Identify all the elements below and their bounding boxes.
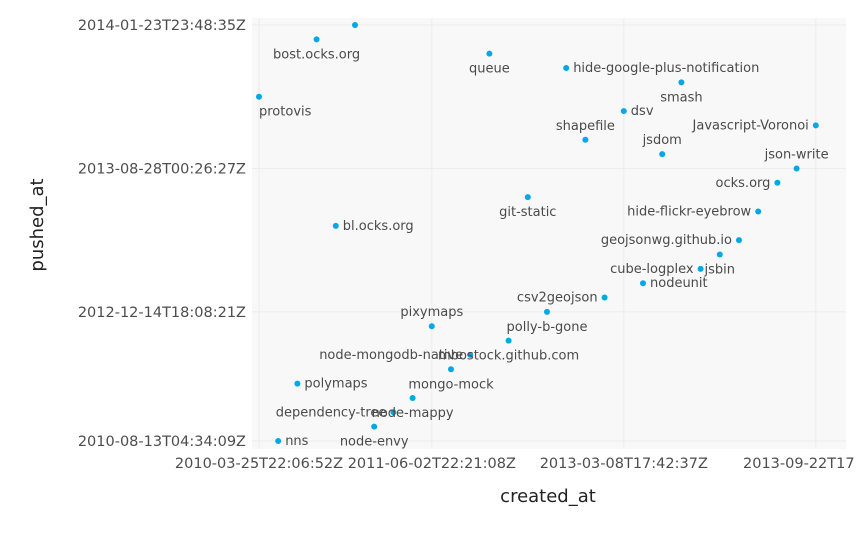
x-tick-label: 2011-06-02T22:21:08Z bbox=[348, 456, 516, 472]
point-label: nns bbox=[285, 434, 308, 449]
point-label: mongo-mock bbox=[408, 377, 494, 392]
data-point[interactable] bbox=[371, 423, 378, 430]
data-point[interactable] bbox=[409, 394, 416, 401]
data-point[interactable] bbox=[812, 122, 819, 129]
data-point[interactable] bbox=[659, 151, 666, 158]
point-label: jsdom bbox=[642, 133, 682, 148]
data-point[interactable] bbox=[544, 308, 550, 315]
point-label: node-envy bbox=[340, 435, 409, 450]
point-label: bl.ocks.org bbox=[343, 219, 414, 234]
point-label: polly-b-gone bbox=[507, 320, 588, 335]
point-label: queue bbox=[469, 62, 510, 77]
data-point[interactable] bbox=[697, 265, 704, 272]
points: protovis nns polymaps bost.ocks.org bl.ocks.… bbox=[256, 21, 829, 450]
data-point[interactable] bbox=[563, 65, 570, 72]
point-label: dependency-tree bbox=[276, 405, 387, 420]
point-label: geojsonwg.github.io bbox=[601, 233, 732, 248]
x-tick-label: 2013-09-22T17 bbox=[743, 456, 855, 472]
point-label: protovis bbox=[259, 105, 312, 120]
y-tick-label: 2013-08-28T00:26:27Z bbox=[78, 161, 246, 177]
data-point[interactable] bbox=[640, 280, 646, 287]
point-label: bost.ocks.org bbox=[273, 47, 360, 62]
data-point[interactable] bbox=[736, 237, 742, 244]
data-point[interactable] bbox=[313, 36, 320, 43]
point-label: cube-logplex bbox=[610, 262, 694, 277]
x-tick-labels: 2010-03-25T22:06:52Z 2011-06-02T22:21:08Z… bbox=[175, 456, 855, 472]
point-label: jsbin bbox=[704, 263, 736, 278]
data-point[interactable] bbox=[428, 323, 435, 330]
point-label: git-static bbox=[499, 205, 556, 220]
point-label: shapefile bbox=[556, 119, 615, 134]
data-point[interactable] bbox=[486, 50, 493, 57]
y-tick-label: 2010-08-13T04:34:09Z bbox=[78, 434, 246, 450]
point-label: mbostock.github.com bbox=[438, 349, 579, 364]
y-tick-label: 2012-12-14T18:08:21Z bbox=[78, 305, 246, 321]
data-point[interactable] bbox=[390, 409, 397, 416]
data-point[interactable] bbox=[332, 222, 339, 229]
data-point[interactable] bbox=[620, 108, 627, 115]
data-point[interactable] bbox=[774, 179, 781, 186]
x-tick-label: 2013-03-08T17:42:37Z bbox=[540, 456, 708, 472]
grid bbox=[252, 18, 846, 449]
point-label: ocks.org bbox=[716, 176, 771, 191]
data-point[interactable] bbox=[601, 294, 608, 301]
point-label: json-write bbox=[764, 147, 829, 162]
point-label: node-mappy bbox=[372, 406, 454, 421]
y-tick-label: 2014-01-23T23:48:35Z bbox=[78, 18, 246, 34]
data-point[interactable] bbox=[793, 165, 800, 172]
data-point[interactable] bbox=[275, 438, 282, 444]
point-label: node-mongodb-native bbox=[319, 348, 463, 363]
y-tick-labels: 2014-01-23T23:48:35Z 2013-08-28T00:26:27Z… bbox=[78, 18, 246, 450]
point-label: hide-flickr-eyebrow bbox=[627, 204, 751, 219]
point-label: smash bbox=[660, 90, 702, 105]
data-point[interactable] bbox=[582, 136, 589, 143]
x-tick-label: 2010-03-25T22:06:52Z bbox=[175, 456, 343, 472]
x-axis-title: created_at bbox=[500, 486, 596, 507]
data-point[interactable] bbox=[448, 366, 454, 373]
data-point[interactable] bbox=[256, 93, 262, 100]
y-axis-title: pushed_at bbox=[27, 178, 48, 271]
point-label: Javascript-Voronoi bbox=[692, 118, 809, 133]
point-label: dsv bbox=[631, 104, 654, 119]
point-label: polymaps bbox=[304, 377, 367, 392]
data-point[interactable] bbox=[755, 208, 762, 215]
data-point[interactable] bbox=[505, 337, 512, 344]
data-point[interactable] bbox=[467, 351, 474, 358]
data-point[interactable] bbox=[678, 79, 685, 86]
point-label: hide-google-plus-notification bbox=[573, 61, 759, 76]
point-label: pixymaps bbox=[400, 305, 463, 320]
data-point[interactable] bbox=[524, 194, 531, 201]
data-point[interactable] bbox=[294, 380, 301, 387]
data-point[interactable] bbox=[352, 21, 358, 28]
data-point[interactable] bbox=[716, 251, 723, 258]
point-label: csv2geojson bbox=[517, 291, 598, 306]
plot-background bbox=[252, 18, 846, 449]
point-label: nodeunit bbox=[650, 276, 708, 291]
